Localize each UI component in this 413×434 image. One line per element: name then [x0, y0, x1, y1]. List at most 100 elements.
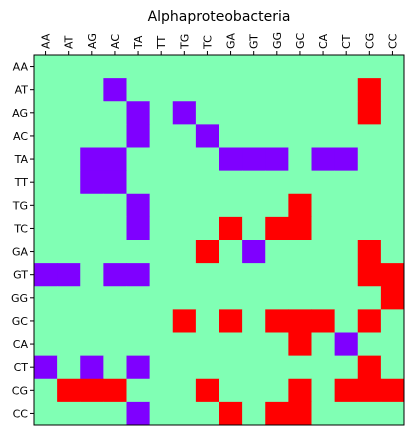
heatmap-cell-TG-AA [34, 193, 58, 218]
heatmap-cell-AG-AT [57, 101, 81, 125]
heatmap-cell-TG-GG [265, 193, 289, 218]
heatmap-cell-TA-AG [80, 147, 104, 172]
heatmap-cell-GC-TT [149, 309, 174, 333]
heatmap-cell-TG-AG [80, 193, 104, 218]
heatmap-cell-CG-CA [311, 378, 336, 403]
heatmap-cell-AG-CA [311, 101, 336, 125]
heatmap-cell-TA-TC [195, 147, 220, 172]
heatmap-cell-TA-GA [219, 147, 243, 172]
heatmap-cell-GC-CT [334, 309, 359, 333]
heatmap-cell-AT-CG [357, 78, 382, 102]
heatmap-cell-TT-CT [334, 170, 359, 195]
heatmap-cell-CC-CA [311, 401, 336, 426]
heatmap-cell-CA-CA [311, 332, 336, 357]
heatmap-cell-GC-CC [380, 309, 405, 333]
heatmap-cell-CT-AA [34, 355, 58, 380]
heatmap-cell-GG-TT [149, 286, 174, 310]
heatmap-cell-TC-TC [195, 216, 220, 241]
heatmap-cell-AT-GG [265, 78, 289, 102]
heatmap-cell-AG-GA [219, 101, 243, 125]
heatmap-cell-GC-AG [80, 309, 104, 333]
heatmap-cell-CT-CA [311, 355, 336, 380]
chart-title: Alphaproteobacteria [148, 9, 291, 25]
heatmap-cell-AC-AA [34, 124, 58, 148]
heatmap-cell-CA-GC [288, 332, 312, 357]
x-tick-label: AC [109, 34, 122, 49]
heatmap-cell-CC-CC [380, 401, 405, 426]
heatmap-cell-AG-CT [334, 101, 359, 125]
heatmap-cell-CG-AG [80, 378, 104, 403]
y-tick-label: AA [13, 61, 29, 74]
heatmap-cell-AA-TG [172, 55, 197, 79]
heatmap-cell-GG-CA [311, 286, 336, 310]
heatmap-cell-GC-TA [126, 309, 151, 333]
x-tick-label: AA [40, 33, 53, 49]
heatmap-cell-TG-CA [311, 193, 336, 218]
heatmap-cell-CG-CC [380, 378, 405, 403]
heatmap-cell-TC-AC [103, 216, 127, 241]
heatmap-cell-AA-CA [311, 55, 336, 79]
heatmap-cell-CA-GT [242, 332, 266, 357]
heatmap-cell-AG-AC [103, 101, 127, 125]
x-tick-label: CT [340, 34, 353, 49]
heatmap-cell-AA-GC [288, 55, 312, 79]
heatmap-cell-AA-GG [265, 55, 289, 79]
x-tick-label: TA [132, 35, 145, 50]
heatmap-cell-CC-GT [242, 401, 266, 426]
heatmap-cell-GC-GA [219, 309, 243, 333]
heatmap-cell-CC-CT [334, 401, 359, 426]
heatmap-cell-GG-TA [126, 286, 151, 310]
heatmap-cell-GT-TG [172, 263, 197, 287]
heatmap-cell-GG-CG [357, 286, 382, 310]
heatmap-cell-TT-TC [195, 170, 220, 195]
heatmap-cell-AG-TT [149, 101, 174, 125]
heatmap-cell-AT-GC [288, 78, 312, 102]
heatmap-cell-GG-AC [103, 286, 127, 310]
heatmap-cell-TC-AA [34, 216, 58, 241]
heatmap-cell-TT-TA [126, 170, 151, 195]
heatmap-cell-TC-AG [80, 216, 104, 241]
heatmap-cell-AC-AG [80, 124, 104, 148]
heatmap-cell-TC-GC [288, 216, 312, 241]
heatmap-cell-CC-AC [103, 401, 127, 426]
heatmap-cell-TA-CG [357, 147, 382, 172]
heatmap-cell-CT-TC [195, 355, 220, 380]
heatmap-cell-GC-GT [242, 309, 266, 333]
heatmap-cell-GA-GA [219, 240, 243, 264]
heatmap-cell-CA-GG [265, 332, 289, 357]
heatmap-cell-TC-AT [57, 216, 81, 241]
heatmap-cell-CT-GT [242, 355, 266, 380]
heatmap-cell-GG-AT [57, 286, 81, 310]
x-tick-label: TC [201, 35, 214, 50]
heatmap-cell-GA-AA [34, 240, 58, 264]
heatmap-cell-CT-TG [172, 355, 197, 380]
heatmap-cell-AA-AG [80, 55, 104, 79]
heatmap-cell-TC-TA [126, 216, 151, 241]
x-tick-label: CG [363, 33, 376, 49]
heatmap-cell-GT-CC [380, 263, 405, 287]
heatmap-cell-TA-AA [34, 147, 58, 172]
heatmap-cell-TC-CG [357, 216, 382, 241]
heatmap-cell-TC-CT [334, 216, 359, 241]
heatmap-cell-GA-AG [80, 240, 104, 264]
heatmap-cell-TA-AT [57, 147, 81, 172]
heatmap-cell-CT-TT [149, 355, 174, 380]
y-tick-label: GC [12, 315, 29, 328]
heatmap-cell-AG-GC [288, 101, 312, 125]
heatmap-cell-GA-GC [288, 240, 312, 264]
heatmap-cell-AA-CG [357, 55, 382, 79]
heatmap-cell-TA-TT [149, 147, 174, 172]
heatmap-cell-AT-AA [34, 78, 58, 102]
heatmap-cell-TG-TC [195, 193, 220, 218]
heatmap-cell-GT-GG [265, 263, 289, 287]
heatmap-cell-AA-TA [126, 55, 151, 79]
heatmap-cell-GT-TC [195, 263, 220, 287]
heatmap-cell-AC-AC [103, 124, 127, 148]
heatmap-cell-CG-AA [34, 378, 58, 403]
y-tick-label: GT [13, 269, 28, 282]
heatmap-cell-GA-TG [172, 240, 197, 264]
heatmap-cell-CT-AG [80, 355, 104, 380]
y-tick-labels: AA AT AG AC TA TT TG TC GA GT GG GC CA CT CG CC [11, 61, 34, 420]
heatmap-cell-CG-GT [242, 378, 266, 403]
